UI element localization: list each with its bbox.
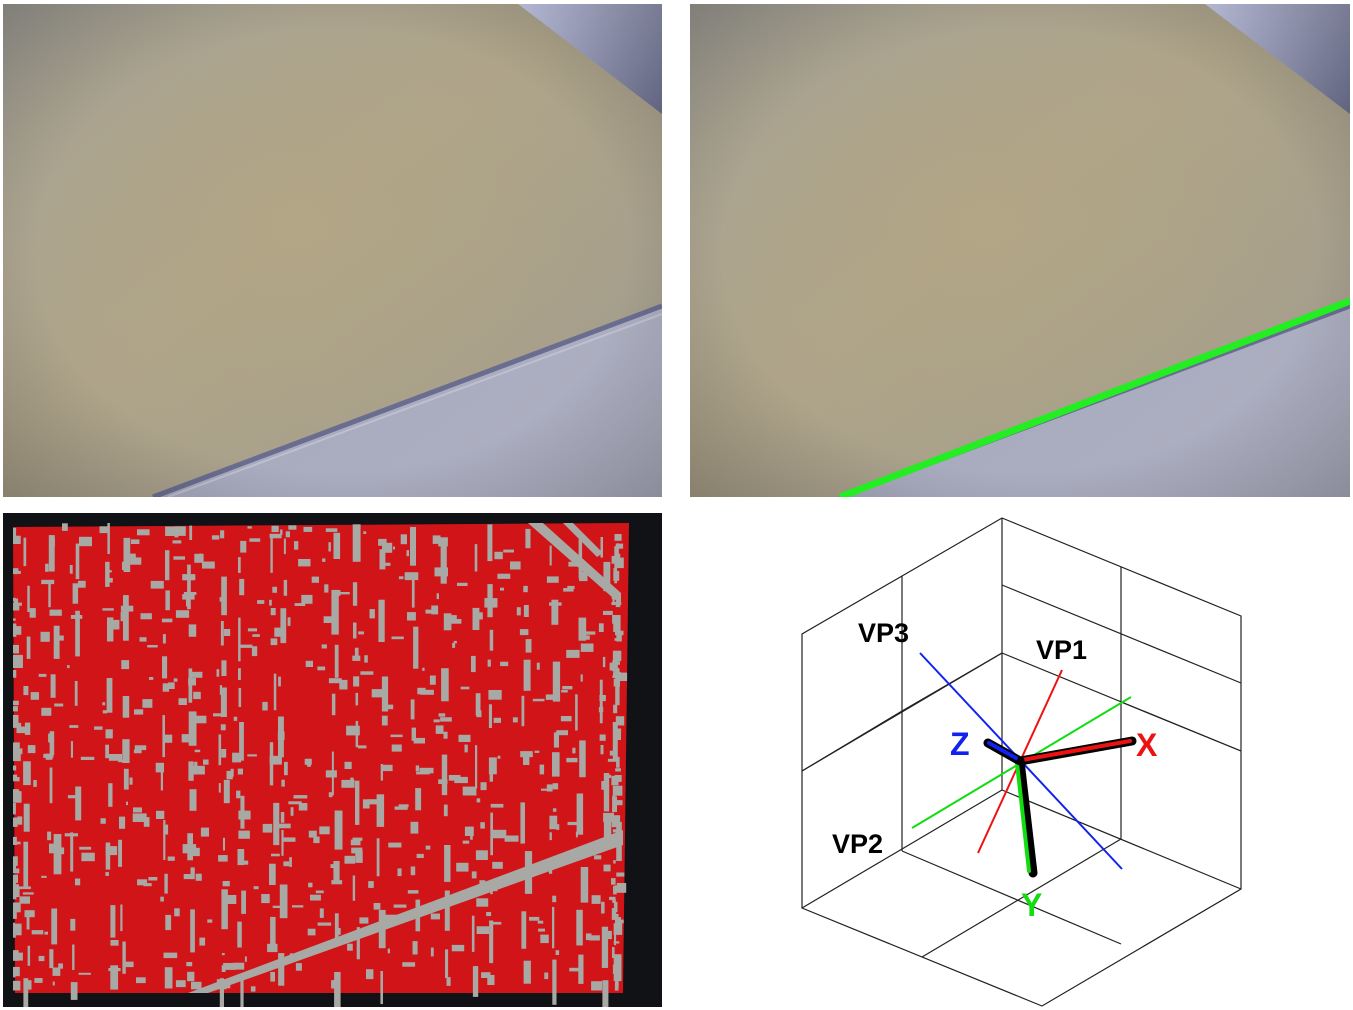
vp2-label: VP2 — [832, 829, 883, 859]
vanishing-point-diagram: VP3 VP1 VP2 X Y Z — [690, 505, 1350, 1008]
axis-z — [983, 738, 1025, 766]
axis-x-label: X — [1136, 727, 1158, 763]
axis-z-label: Z — [950, 726, 970, 762]
camera-image-original-canvas — [3, 4, 662, 497]
camera-image-detected-line-canvas — [690, 4, 1350, 497]
vp3-label: VP3 — [858, 618, 909, 648]
segmentation-mask-canvas — [3, 513, 662, 1007]
cube-outline — [801, 517, 1242, 1007]
cube-wireframe — [801, 517, 1242, 1007]
detected-edge-line — [838, 297, 1350, 497]
axis-x — [1015, 736, 1137, 766]
camera-image-detected-line — [690, 4, 1350, 497]
mask-edge-band — [188, 830, 623, 993]
axis-y-label: Y — [1021, 887, 1042, 923]
camera-image-original — [3, 4, 662, 497]
segmentation-mask — [3, 513, 662, 1007]
axis-cube-diagram: VP3 VP1 VP2 X Y Z — [801, 517, 1242, 1007]
axis-y — [1015, 756, 1038, 878]
vp1-label: VP1 — [1036, 635, 1087, 665]
mask-region — [13, 523, 629, 1007]
